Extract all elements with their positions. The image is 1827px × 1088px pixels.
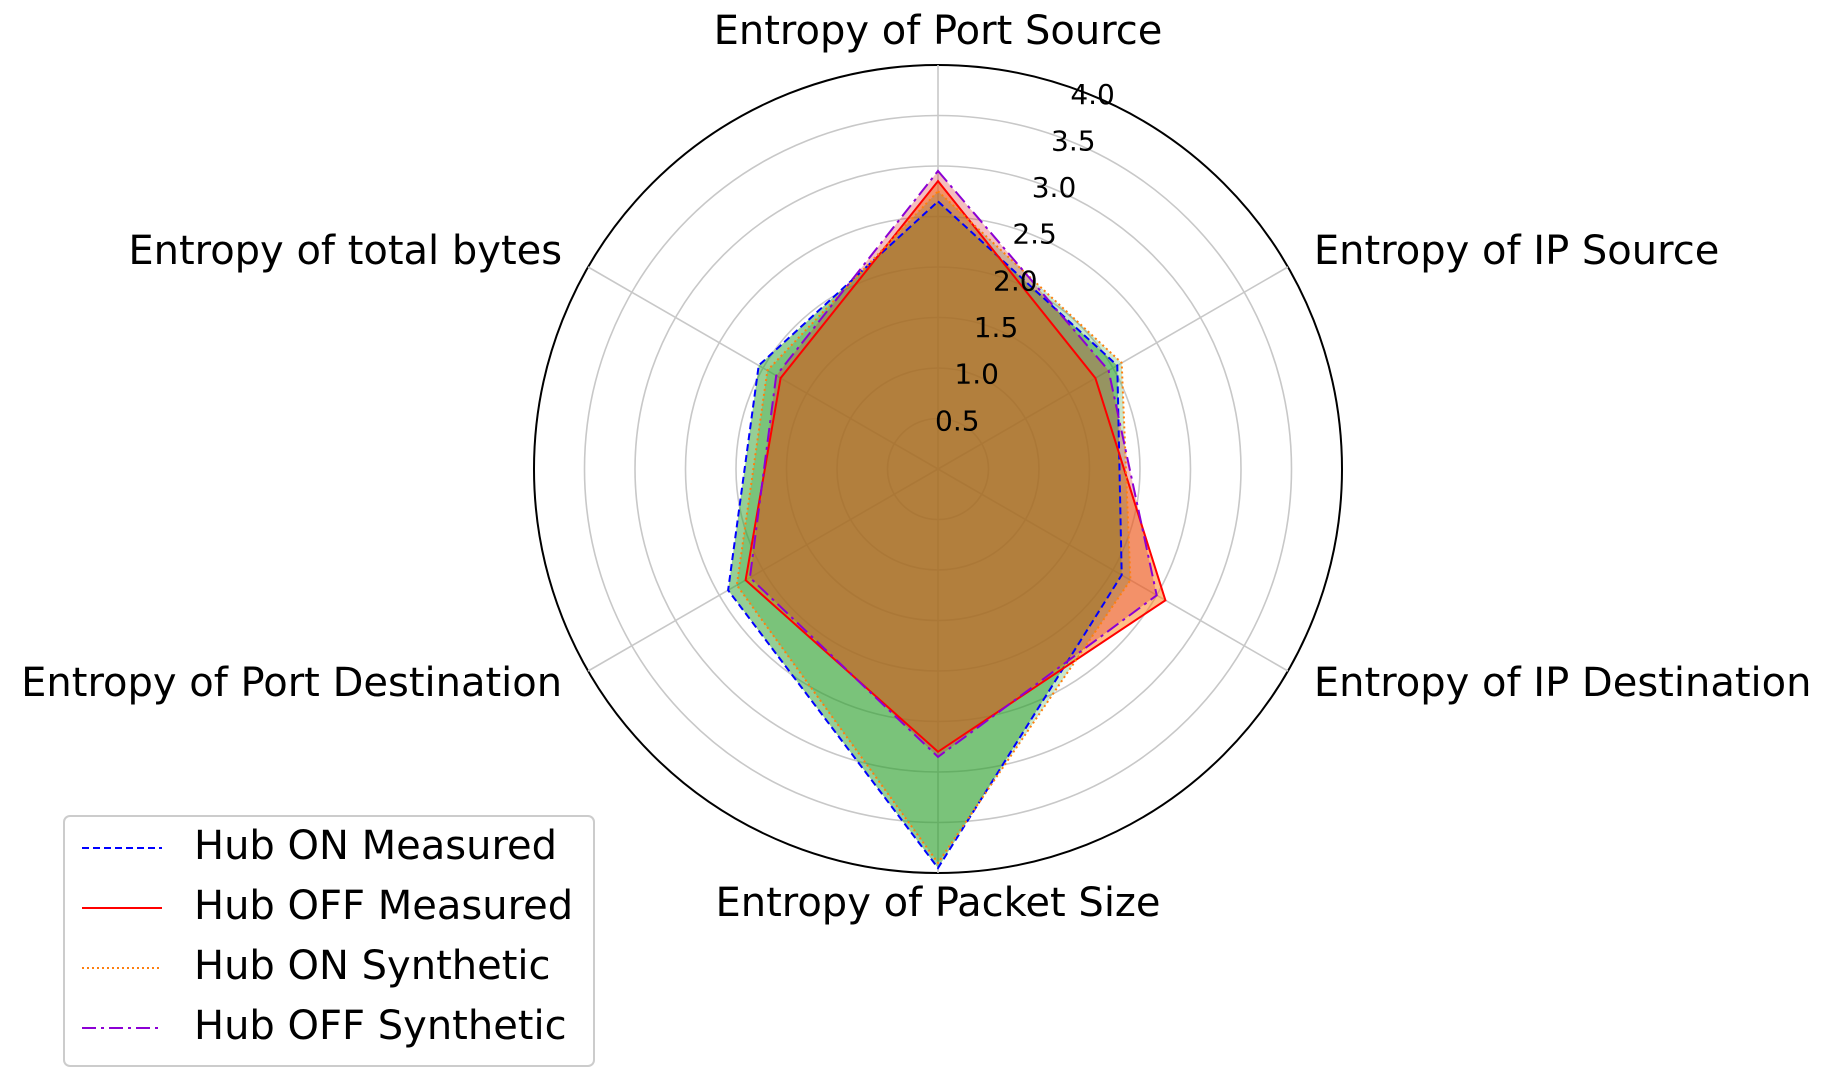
series-line-1 (744, 179, 1167, 754)
series-line-0 (727, 200, 1123, 870)
r-tick-label: 2.5 (1012, 218, 1057, 251)
axis-label: Entropy of Port Destination (21, 660, 562, 706)
legend-box (63, 815, 595, 1067)
series-fill-1 (745, 181, 1166, 752)
legend-label: Hub OFF Synthetic (194, 1003, 567, 1049)
legend-label: Hub ON Measured (194, 823, 557, 869)
series-fill-2 (736, 191, 1131, 863)
legend-label: Hub OFF Measured (194, 883, 573, 929)
r-tick-label: 2.0 (993, 264, 1038, 297)
axis-labels: Entropy of Port Source Entropy of IP Sour… (21, 8, 1811, 926)
axis-label: Entropy of Port Source (714, 8, 1163, 54)
r-tick-label: 3.0 (1032, 171, 1077, 204)
axis-label: Entropy of IP Source (1314, 228, 1719, 274)
r-tick-label: 1.5 (974, 311, 1019, 344)
axis-label: Entropy of total bytes (128, 228, 562, 274)
r-tick-label: 3.5 (1051, 124, 1096, 157)
axis-label: Entropy of IP Destination (1314, 660, 1812, 706)
series-line-3 (748, 169, 1158, 759)
series-fills (728, 171, 1166, 868)
r-tick-label: 1.0 (954, 358, 999, 391)
legend-label: Hub ON Synthetic (194, 943, 551, 989)
r-tick-label: 0.5 (935, 404, 980, 437)
axis-label: Entropy of Packet Size (715, 880, 1160, 926)
series-fill-3 (749, 171, 1157, 757)
series-line-2 (735, 189, 1132, 865)
radial-tick-labels: 0.5 1.0 1.5 2.0 2.5 3.0 3.5 4.0 (935, 78, 1115, 437)
legend: Hub ON Measured Hub OFF Measured Hub ON Sy… (63, 815, 595, 1067)
r-tick-label: 4.0 (1070, 78, 1115, 111)
legend-items: Hub ON Measured Hub OFF Measured Hub ON Sy… (82, 823, 573, 1049)
series-lines (727, 169, 1167, 870)
